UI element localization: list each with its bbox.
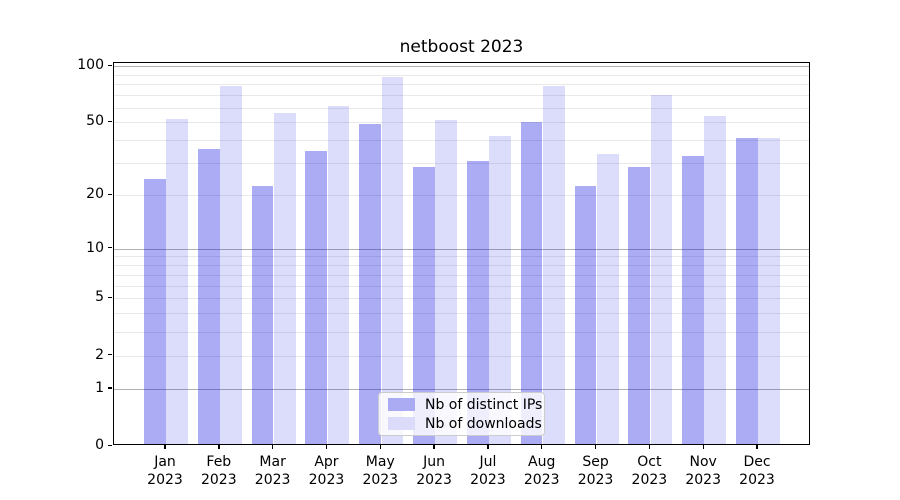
bar-downloads-apr — [327, 105, 350, 444]
bar-distinct-ips-sep — [574, 185, 597, 444]
x-tick-label: Aug 2023 — [523, 454, 560, 488]
x-tick-label: Feb 2023 — [200, 454, 237, 488]
x-tick-mark — [433, 445, 435, 449]
minor-gridline — [114, 107, 809, 109]
bar-distinct-ips-jul — [466, 161, 489, 444]
minor-gridline — [114, 274, 809, 276]
x-tick-label: Dec 2023 — [739, 454, 775, 488]
chart-title: netboost 2023 — [399, 37, 524, 57]
y-tick-mark — [108, 64, 112, 66]
minor-gridline — [114, 331, 809, 333]
legend: Nb of distinct IPs Nb of downloads — [378, 392, 545, 436]
minor-gridline — [114, 140, 809, 142]
bar-downloads-mar — [273, 112, 296, 444]
minor-gridline — [114, 355, 809, 357]
bar-distinct-ips-aug — [520, 121, 543, 444]
y-tick-label: 50 — [86, 113, 104, 130]
bar-distinct-ips-oct — [628, 166, 651, 444]
x-tick-label: May 2023 — [362, 454, 399, 488]
y-tick-mark — [108, 296, 112, 299]
minor-gridline — [114, 265, 809, 267]
x-tick-label: Apr 2023 — [308, 454, 345, 488]
bar-downloads-aug — [543, 86, 565, 444]
x-tick-mark — [272, 445, 274, 449]
major-gridline — [114, 388, 809, 390]
y-tick-mark — [108, 444, 112, 446]
x-tick-mark — [325, 445, 328, 449]
legend-swatch-distinct-ips — [388, 398, 415, 411]
bar-distinct-ips-mar — [251, 185, 274, 444]
minor-gridline — [114, 74, 809, 76]
bar-distinct-ips-jan — [144, 178, 166, 444]
bar-distinct-ips-may — [359, 123, 381, 444]
major-gridline — [114, 248, 809, 250]
minor-gridline — [114, 298, 809, 300]
x-tick-mark — [702, 445, 704, 449]
y-tick-label: 1 — [95, 379, 104, 396]
x-tick-mark — [379, 445, 381, 449]
x-tick-label: Mar 2023 — [254, 454, 291, 488]
bar-downloads-nov — [704, 115, 727, 444]
legend-label-downloads: Nb of downloads — [425, 415, 542, 432]
bar-distinct-ips-feb — [197, 148, 220, 444]
bar-downloads-sep — [596, 153, 619, 444]
bar-distinct-ips-apr — [305, 151, 328, 444]
y-tick-label: 2 — [95, 346, 104, 363]
bar-downloads-jun — [435, 120, 458, 444]
x-tick-label: Oct 2023 — [631, 454, 668, 488]
bar-distinct-ips-jun — [413, 166, 435, 444]
legend-item-distinct-ips: Nb of distinct IPs — [388, 397, 544, 413]
bar-downloads-feb — [220, 86, 242, 444]
y-tick-label: 0 — [95, 437, 104, 453]
x-tick-mark — [487, 445, 489, 449]
legend-label-distinct-ips: Nb of distinct IPs — [425, 396, 543, 413]
x-tick-label: Jan 2023 — [147, 454, 183, 488]
y-tick-label: 5 — [95, 289, 104, 306]
bar-distinct-ips-nov — [682, 156, 704, 444]
bar-downloads-jul — [489, 136, 511, 444]
y-tick-label: 20 — [86, 186, 104, 203]
x-tick-mark — [756, 445, 758, 449]
bar-downloads-may — [381, 77, 404, 444]
y-tick-mark — [108, 193, 112, 196]
bar-downloads-oct — [650, 95, 673, 444]
x-tick-mark — [218, 445, 220, 449]
x-tick-label: Nov 2023 — [685, 454, 721, 488]
y-tick-mark — [108, 247, 112, 249]
y-tick-mark — [108, 120, 112, 123]
minor-gridline — [114, 122, 809, 124]
y-tick-mark — [108, 387, 112, 389]
minor-gridline — [114, 256, 809, 258]
x-tick-mark — [594, 445, 597, 449]
x-tick-label: Jun 2023 — [416, 454, 452, 488]
x-tick-label: Sep 2023 — [577, 454, 614, 488]
x-tick-mark — [164, 445, 166, 449]
minor-gridline — [114, 95, 809, 97]
bar-downloads-dec — [758, 138, 780, 444]
y-tick-mark — [108, 354, 112, 356]
y-tick-label: 100 — [77, 57, 104, 73]
minor-gridline — [114, 84, 809, 86]
minor-gridline — [114, 285, 809, 287]
legend-swatch-downloads — [388, 417, 415, 430]
minor-gridline — [114, 195, 809, 197]
minor-gridline — [114, 313, 809, 315]
y-tick-label: 10 — [86, 239, 104, 256]
bar-distinct-ips-dec — [736, 138, 758, 444]
bar-downloads-jan — [166, 118, 188, 444]
legend-item-downloads: Nb of downloads — [388, 416, 544, 432]
major-gridline — [114, 66, 809, 67]
minor-gridline — [114, 163, 809, 165]
x-tick-mark — [541, 445, 543, 449]
plot-area — [113, 62, 810, 445]
x-tick-label: Jul 2023 — [470, 454, 506, 488]
x-tick-mark — [648, 445, 651, 449]
